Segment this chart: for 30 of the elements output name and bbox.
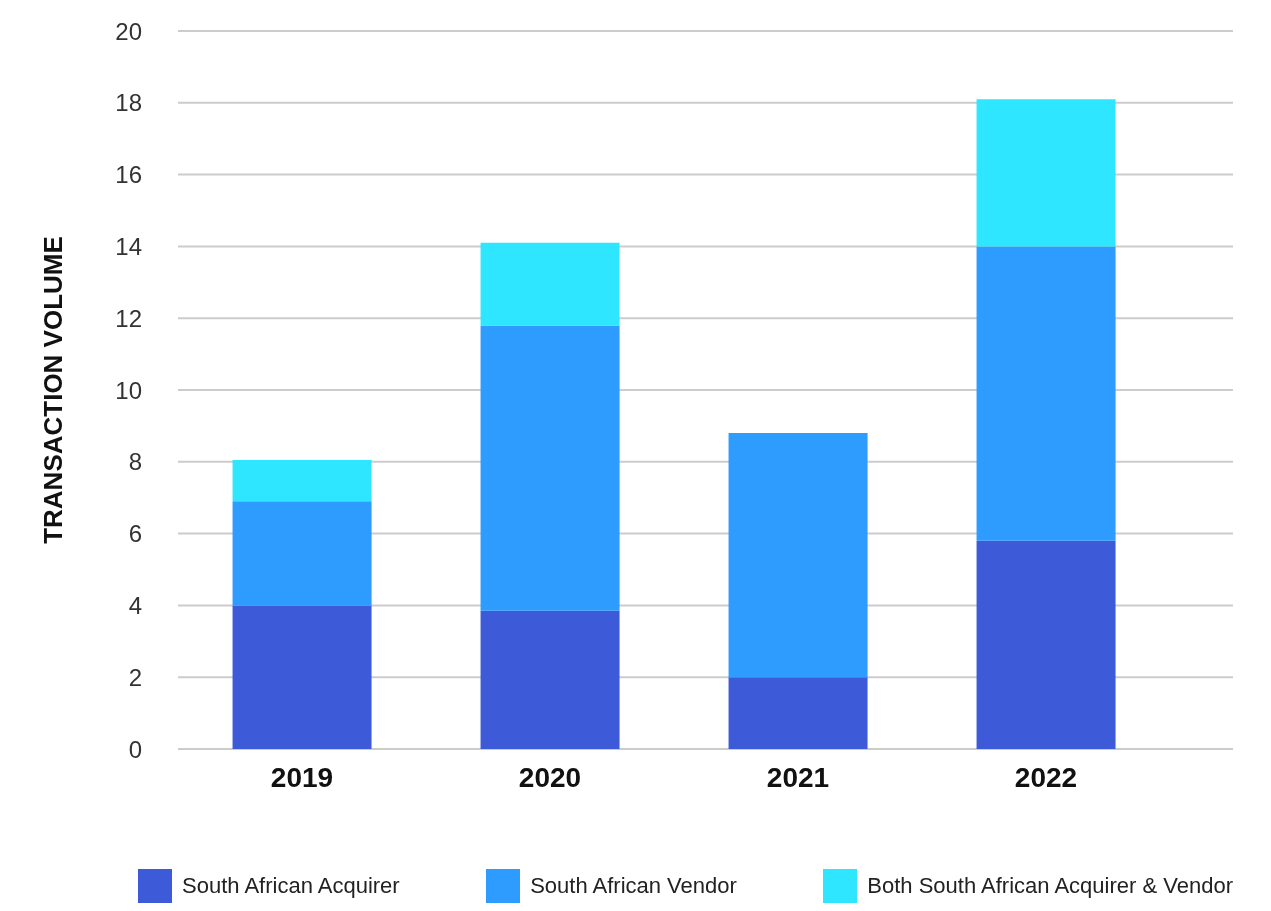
- y-tick-label: 8: [128, 448, 142, 476]
- legend-label: South African Vendor: [530, 873, 737, 899]
- y-tick-label: 4: [128, 591, 142, 619]
- x-tick-label: 2022: [1014, 761, 1078, 793]
- y-tick-label: 14: [115, 232, 142, 260]
- bar: [480, 610, 620, 749]
- bar: [728, 677, 868, 749]
- bar: [232, 460, 372, 502]
- y-tick-label: 0: [128, 735, 142, 763]
- x-tick-label: 2021: [766, 761, 830, 793]
- x-tick-label: 2019: [270, 761, 334, 793]
- bar: [976, 540, 1116, 749]
- bar: [976, 246, 1116, 541]
- legend-label: Both South African Acquirer & Vendor: [867, 873, 1233, 899]
- y-tick-label: 2: [128, 663, 142, 691]
- legend-label: South African Acquirer: [182, 873, 400, 899]
- y-tick-label: 12: [115, 304, 142, 332]
- y-tick-label: 16: [115, 161, 142, 189]
- bar: [480, 242, 620, 326]
- y-tick-label: 20: [115, 17, 142, 45]
- y-tick-label: 6: [128, 520, 142, 548]
- y-tick-label: 18: [115, 89, 142, 117]
- y-axis-title: TRANSACTION VOLUME: [38, 236, 69, 544]
- bar: [232, 501, 372, 606]
- bar: [232, 605, 372, 749]
- y-tick-label: 10: [115, 376, 142, 404]
- bar: [728, 433, 868, 678]
- bar: [976, 99, 1116, 247]
- x-tick-label: 2020: [518, 761, 582, 793]
- bar: [480, 325, 620, 611]
